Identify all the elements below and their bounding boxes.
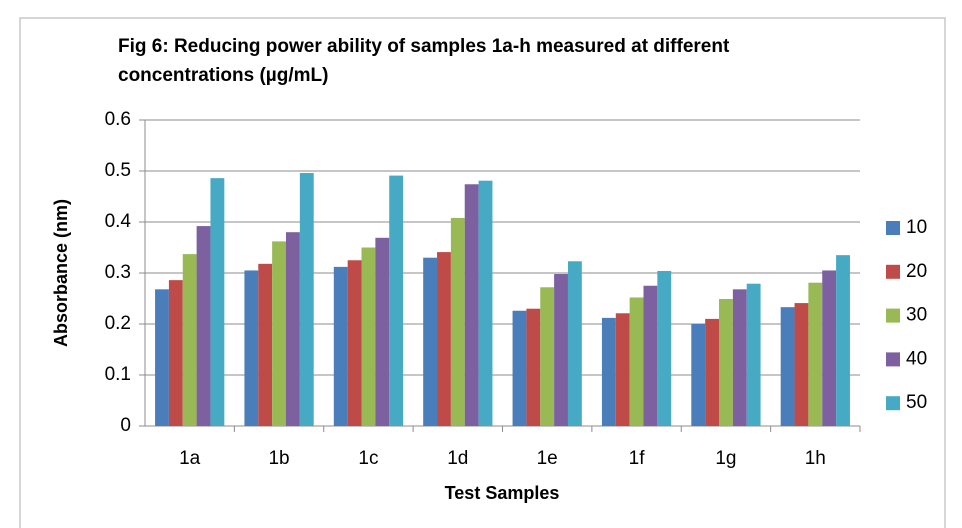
- chart-title: concentrations (µg/mL): [118, 65, 328, 86]
- bar: [601, 317, 616, 426]
- legend-label: 50: [906, 392, 927, 413]
- legend-swatch: [886, 396, 900, 411]
- bar: [155, 289, 169, 426]
- bar: [347, 260, 362, 426]
- y-axis-label: Absorbance (nm): [51, 199, 71, 347]
- legend-swatch: [886, 221, 900, 235]
- chart-title: Fig 6: Reducing power ability of samples…: [118, 36, 730, 57]
- x-axis-label: Test Samples: [445, 483, 560, 503]
- bar: [272, 241, 286, 426]
- bar: [437, 252, 451, 426]
- y-tick-label: 0.6: [105, 109, 131, 130]
- bar: [567, 261, 582, 426]
- legend-swatch: [886, 352, 900, 367]
- bar: [643, 285, 658, 426]
- x-tick-label: 1d: [447, 448, 468, 469]
- legend-label: 30: [906, 305, 927, 326]
- bar: [375, 237, 390, 426]
- bar: [554, 274, 568, 426]
- bar: [512, 310, 527, 426]
- legend-label: 40: [906, 348, 927, 369]
- y-tick-label: 0.3: [105, 262, 131, 283]
- bar: [732, 289, 747, 426]
- bar: [746, 283, 761, 426]
- x-tick-label: 1h: [805, 448, 826, 469]
- y-tick-label: 0.4: [105, 211, 132, 232]
- bar: [719, 299, 733, 426]
- bar: [478, 180, 493, 426]
- x-tick-label: 1e: [537, 448, 558, 469]
- bar: [196, 226, 211, 426]
- legend-swatch: [886, 264, 900, 279]
- legend-swatch: [886, 308, 900, 323]
- bar: [808, 282, 823, 426]
- bar: [836, 255, 850, 426]
- bar: [450, 217, 465, 426]
- bar: [526, 308, 541, 426]
- y-tick-label: 0.1: [105, 364, 131, 385]
- y-tick-label: 0.5: [105, 160, 131, 181]
- bar: [705, 318, 720, 426]
- bar: [629, 297, 644, 426]
- bar: [258, 263, 273, 426]
- bar: [285, 232, 300, 426]
- y-tick-label: 0: [120, 415, 131, 436]
- bar: [182, 254, 197, 426]
- y-tick-label: 0.2: [105, 313, 131, 334]
- legend-label: 20: [906, 261, 927, 282]
- bar: [540, 287, 555, 426]
- bar: [389, 175, 404, 426]
- legend-label: 10: [906, 217, 927, 238]
- x-tick-label: 1a: [179, 448, 201, 469]
- bar: [822, 270, 837, 426]
- bar: [780, 307, 795, 426]
- bar: [464, 184, 479, 426]
- bar: [657, 270, 672, 426]
- x-tick-label: 1b: [268, 448, 289, 469]
- bar: [794, 303, 809, 426]
- bar: [210, 178, 225, 426]
- bar: [691, 324, 706, 426]
- x-tick-label: 1c: [358, 448, 378, 469]
- bar: [361, 247, 376, 426]
- x-tick-label: 1g: [715, 448, 736, 469]
- bar: [423, 257, 438, 426]
- bar: [244, 270, 259, 426]
- x-tick-label: 1f: [629, 448, 646, 469]
- bar: [333, 266, 348, 426]
- bar: [299, 173, 314, 426]
- bar: [615, 313, 630, 426]
- bar: [168, 280, 183, 426]
